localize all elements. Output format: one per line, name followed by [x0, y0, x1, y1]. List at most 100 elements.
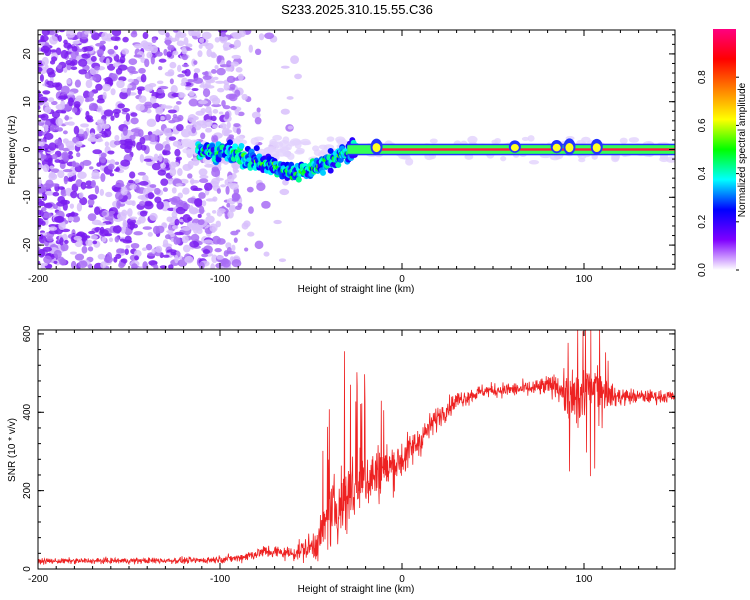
noise-speck: [63, 39, 68, 45]
noise-speck: [278, 258, 287, 263]
noise-speck: [197, 219, 205, 226]
noise-speck: [201, 253, 209, 258]
noise-speck: [113, 45, 119, 50]
noise-speck: [156, 89, 165, 94]
noise-speck: [46, 80, 54, 86]
noise-speck: [216, 188, 221, 194]
noise-speck: [129, 171, 136, 179]
noise-speck: [112, 108, 121, 115]
noise-speck: [136, 86, 146, 91]
noise-speck: [149, 141, 159, 145]
y-tick-label: 0: [22, 566, 33, 572]
noise-speck: [105, 191, 113, 198]
noise-speck: [85, 96, 95, 102]
haze-speck: [521, 136, 530, 142]
noise-speck: [130, 112, 138, 117]
noise-speck: [231, 193, 241, 201]
noise-speck: [158, 30, 167, 36]
noise-speck: [234, 108, 240, 116]
haze-speck: [300, 138, 311, 146]
noise-speck: [100, 173, 106, 183]
noise-speck: [189, 240, 200, 248]
x-tick-label: 0: [399, 274, 405, 285]
noise-speck: [237, 202, 243, 208]
noise-speck: [72, 162, 80, 168]
noise-speck: [117, 212, 127, 221]
noise-speck: [64, 239, 69, 244]
noise-speck: [128, 58, 138, 65]
noise-speck: [154, 187, 161, 195]
noise-speck: [122, 219, 128, 228]
noise-speck: [135, 185, 141, 194]
noise-speck: [52, 191, 60, 197]
noise-speck: [231, 244, 236, 252]
haze-speck: [320, 148, 330, 156]
x-tick-label: 100: [576, 274, 593, 285]
y-tick-label: -10: [22, 190, 33, 205]
noise-speck: [84, 71, 92, 80]
snr-frame: [37, 329, 676, 570]
noise-speck: [55, 82, 63, 91]
noise-speck: [224, 113, 230, 120]
noise-speck: [159, 85, 169, 90]
noise-speck: [144, 46, 154, 52]
noise-speck: [141, 247, 148, 252]
haze-speck: [280, 146, 289, 155]
noise-speck: [59, 258, 67, 266]
noise-speck: [122, 127, 128, 136]
noise-speck: [221, 259, 231, 268]
noise-speck: [294, 73, 302, 80]
noise-speck: [151, 248, 156, 254]
noise-speck: [169, 167, 177, 177]
noise-speck: [85, 79, 93, 89]
noise-speck: [121, 48, 130, 55]
colorbar: 0.0 0.2 0.4 0.6 0.8 Normalized spectral ampl…: [697, 29, 748, 277]
snr-y-axis: 0 200 400 600: [22, 325, 675, 572]
noise-speck: [151, 157, 160, 162]
noise-speck: [188, 30, 194, 37]
noise-speck: [205, 42, 214, 50]
noise-speck: [118, 262, 125, 269]
noise-speck: [145, 243, 153, 251]
noise-speck: [225, 242, 232, 249]
noise-speck: [219, 123, 227, 129]
noise-speck: [264, 32, 275, 40]
noise-speck: [209, 223, 218, 233]
noise-speck: [90, 234, 99, 240]
noise-speck: [68, 212, 79, 217]
noise-speck: [119, 143, 128, 150]
noise-speck: [48, 226, 58, 231]
noise-speck: [107, 163, 115, 170]
noise-speck: [51, 100, 58, 106]
noise-speck: [76, 152, 81, 158]
noise-speck: [180, 82, 187, 87]
noise-speck: [205, 127, 213, 133]
noise-speck: [63, 175, 68, 185]
noise-speck: [168, 197, 178, 202]
noise-speck: [77, 260, 88, 269]
noise-speck: [158, 153, 163, 163]
noise-speck: [251, 111, 261, 119]
y-tick-label: -20: [22, 237, 33, 252]
noise-speck: [43, 202, 53, 209]
noise-speck: [115, 253, 122, 259]
y-tick-label: 10: [22, 96, 33, 108]
noise-speck: [54, 138, 62, 146]
noise-speck: [243, 220, 251, 228]
signal-blob: [295, 176, 302, 183]
noise-speck: [175, 237, 181, 245]
noise-speck: [41, 30, 50, 36]
noise-speck: [197, 213, 202, 218]
noise-speck: [216, 67, 226, 76]
carrier-bump-core: [565, 142, 574, 153]
noise-speck: [147, 192, 155, 200]
noise-speck: [156, 80, 164, 85]
noise-speck: [46, 236, 54, 242]
noise-speck: [76, 55, 82, 60]
noise-speck: [74, 253, 85, 261]
noise-speck: [62, 156, 70, 162]
noise-speck: [172, 225, 179, 230]
noise-speck: [172, 140, 182, 147]
haze-speck: [269, 141, 279, 146]
noise-speck: [235, 67, 243, 73]
